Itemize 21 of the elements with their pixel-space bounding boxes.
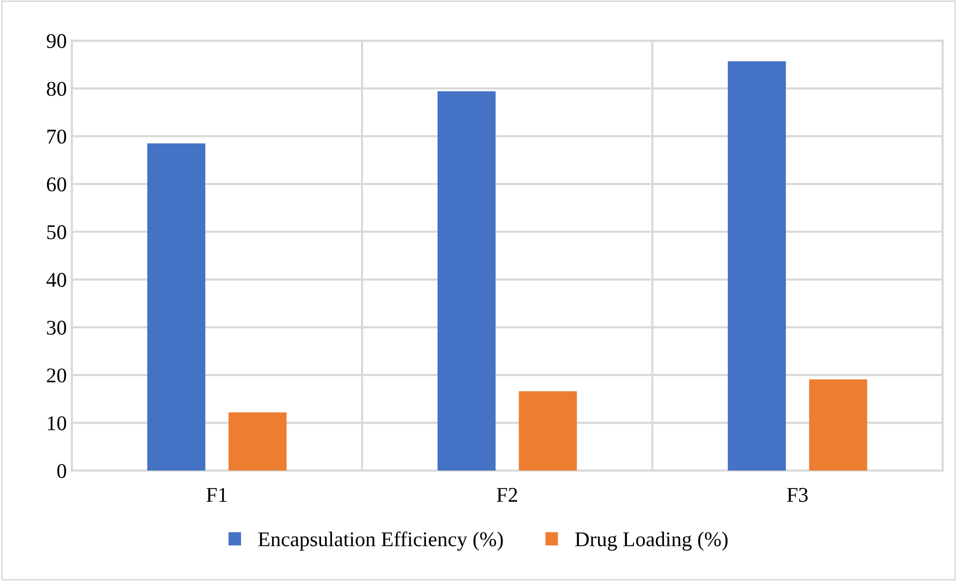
bar	[438, 91, 496, 471]
legend-label: Drug Loading (%)	[575, 532, 728, 551]
y-tick-label: 10	[48, 416, 66, 430]
bar	[518, 391, 577, 471]
y-tick-label: 60	[46, 177, 66, 192]
y-tick-label: 70	[47, 130, 66, 144]
legend-label: Encapsulation Efficiency (%)	[258, 531, 503, 551]
y-tick-label: 80	[46, 82, 66, 96]
y-tick-label: 0	[57, 464, 66, 478]
x-tick-label: F3	[787, 488, 808, 502]
y-tick-label: 40	[46, 272, 66, 287]
x-tick-label: F2	[496, 488, 518, 502]
y-tick-label: 90	[46, 34, 66, 48]
y-tick-label: 30	[47, 320, 66, 335]
bar	[147, 143, 206, 471]
x-tick-label: F1	[206, 488, 227, 502]
bar	[228, 412, 287, 471]
bar	[728, 61, 786, 471]
bar	[809, 379, 868, 471]
y-tick-label: 20	[46, 368, 66, 382]
y-tick-label: 50	[47, 225, 66, 240]
